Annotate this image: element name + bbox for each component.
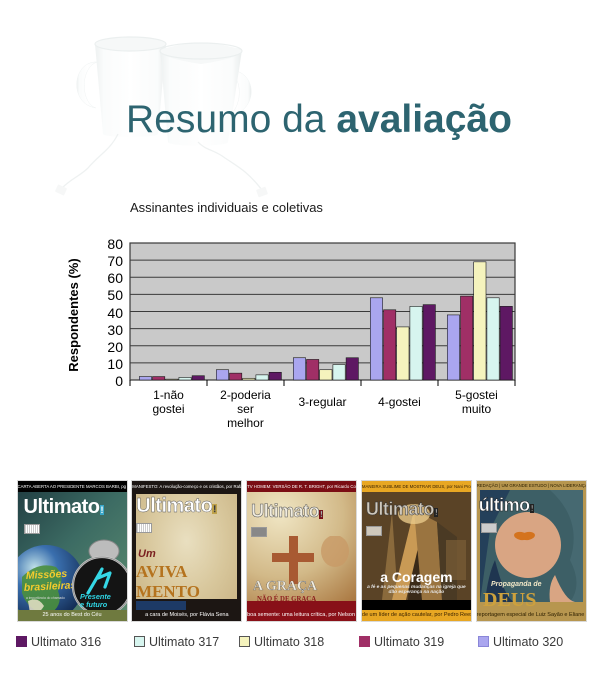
svg-text:NÃO É DE GRAÇA: NÃO É DE GRAÇA (257, 595, 316, 603)
svg-text:AVIVA: AVIVA (136, 562, 188, 581)
svg-text:e futuro: e futuro (80, 600, 108, 609)
svg-text:DEUS: DEUS (483, 589, 536, 608)
svg-text:a importância do chamado: a importância do chamado (26, 596, 65, 600)
svg-text:Propaganda de: Propaganda de (491, 581, 542, 588)
svg-text:Um: Um (138, 548, 156, 560)
svg-text:A GRAÇA: A GRAÇA (253, 579, 318, 594)
